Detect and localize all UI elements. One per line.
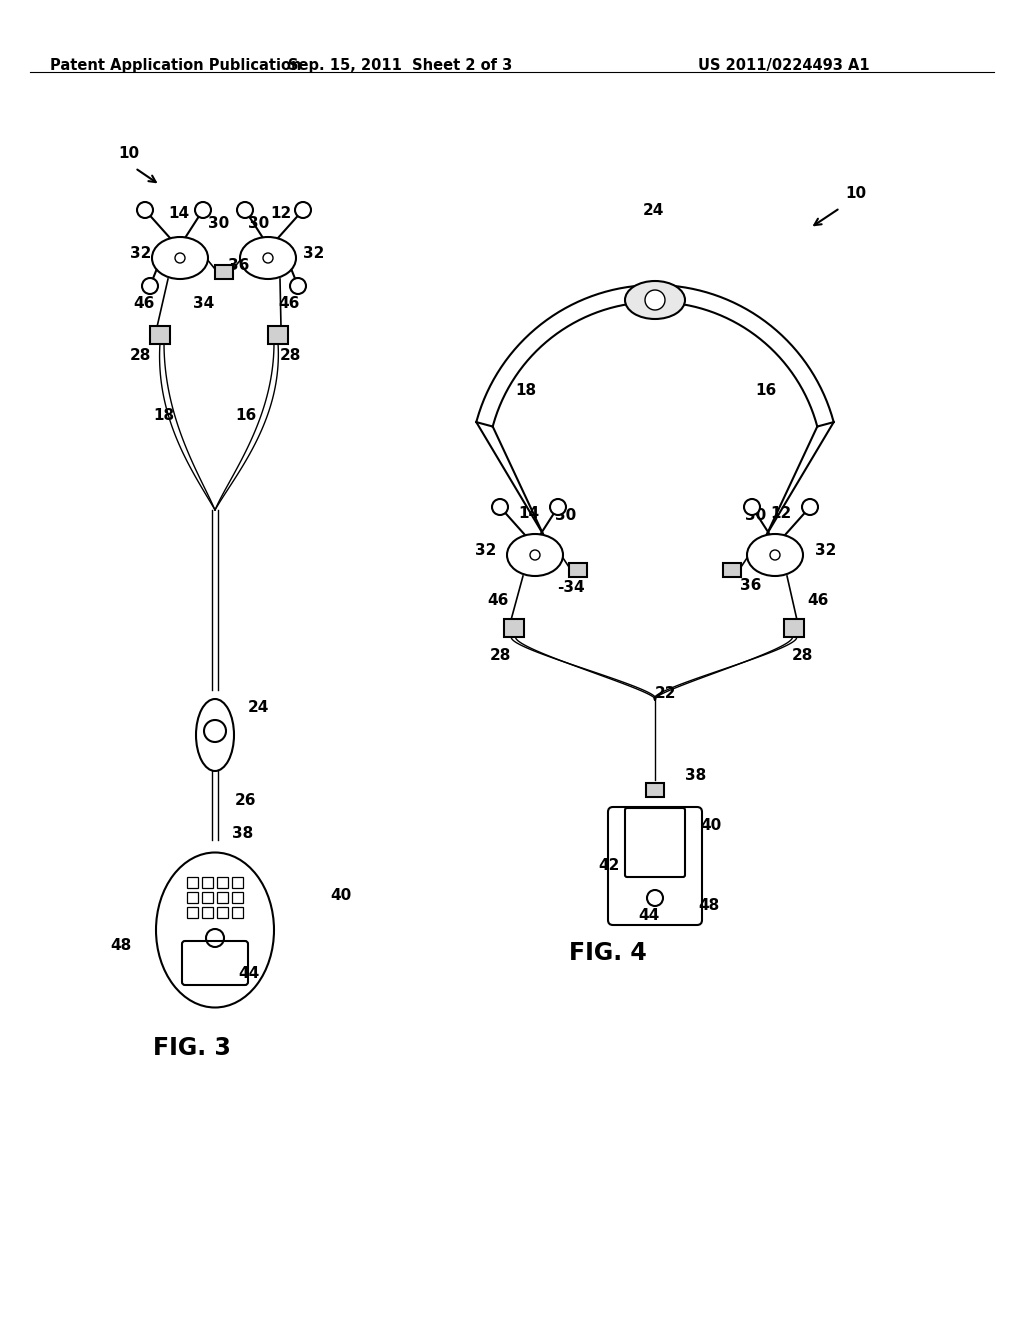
Text: 32: 32 xyxy=(303,246,325,261)
Ellipse shape xyxy=(625,281,685,319)
FancyBboxPatch shape xyxy=(784,619,804,638)
Text: 16: 16 xyxy=(755,383,776,399)
Ellipse shape xyxy=(507,535,563,576)
Text: 12: 12 xyxy=(770,506,792,521)
Circle shape xyxy=(802,499,818,515)
Text: 16: 16 xyxy=(234,408,256,422)
Text: 14: 14 xyxy=(518,506,539,521)
FancyBboxPatch shape xyxy=(150,326,170,345)
Circle shape xyxy=(295,202,311,218)
Text: 22: 22 xyxy=(655,686,677,701)
Text: 18: 18 xyxy=(153,408,174,422)
FancyBboxPatch shape xyxy=(608,807,702,925)
Circle shape xyxy=(195,202,211,218)
Text: 44: 44 xyxy=(238,966,259,981)
Text: 26: 26 xyxy=(234,793,256,808)
Text: 18: 18 xyxy=(515,383,537,399)
Text: -34: -34 xyxy=(557,579,585,595)
Text: 36: 36 xyxy=(740,578,762,593)
Text: 28: 28 xyxy=(490,648,511,663)
Text: 32: 32 xyxy=(130,246,152,261)
Text: 10: 10 xyxy=(118,147,139,161)
Text: US 2011/0224493 A1: US 2011/0224493 A1 xyxy=(698,58,870,73)
Ellipse shape xyxy=(196,700,234,771)
Text: 44: 44 xyxy=(638,908,659,923)
Text: 12: 12 xyxy=(270,206,291,220)
Text: Patent Application Publication: Patent Application Publication xyxy=(50,58,301,73)
Text: 28: 28 xyxy=(280,348,301,363)
Text: 32: 32 xyxy=(475,543,497,558)
Text: 28: 28 xyxy=(792,648,813,663)
Text: Sep. 15, 2011  Sheet 2 of 3: Sep. 15, 2011 Sheet 2 of 3 xyxy=(288,58,512,73)
FancyBboxPatch shape xyxy=(569,564,587,577)
Text: 48: 48 xyxy=(698,898,719,913)
Circle shape xyxy=(770,550,780,560)
Text: 48: 48 xyxy=(110,939,131,953)
Circle shape xyxy=(492,499,508,515)
Text: 38: 38 xyxy=(232,826,253,841)
Ellipse shape xyxy=(746,535,803,576)
Circle shape xyxy=(204,719,226,742)
Text: 46: 46 xyxy=(278,296,299,312)
Text: 24: 24 xyxy=(248,700,269,715)
Text: 24: 24 xyxy=(643,203,665,218)
Text: FIG. 3: FIG. 3 xyxy=(153,1036,231,1060)
FancyBboxPatch shape xyxy=(723,564,741,577)
Circle shape xyxy=(530,550,540,560)
Text: 30: 30 xyxy=(745,508,766,523)
Text: 14: 14 xyxy=(168,206,189,220)
Text: 32: 32 xyxy=(815,543,837,558)
Circle shape xyxy=(645,290,665,310)
FancyBboxPatch shape xyxy=(268,326,288,345)
Text: FIG. 4: FIG. 4 xyxy=(569,941,647,965)
Text: 40: 40 xyxy=(330,888,351,903)
Text: 30: 30 xyxy=(248,216,269,231)
Circle shape xyxy=(175,253,185,263)
Text: 46: 46 xyxy=(133,296,155,312)
Text: 42: 42 xyxy=(598,858,620,873)
Circle shape xyxy=(142,279,158,294)
Text: 46: 46 xyxy=(807,593,828,609)
Text: 38: 38 xyxy=(685,768,707,783)
Ellipse shape xyxy=(156,853,274,1007)
FancyBboxPatch shape xyxy=(215,265,233,279)
Circle shape xyxy=(290,279,306,294)
Text: 10: 10 xyxy=(845,186,866,201)
Text: 28: 28 xyxy=(130,348,152,363)
Text: 30: 30 xyxy=(208,216,229,231)
Ellipse shape xyxy=(240,238,296,279)
Text: 40: 40 xyxy=(700,818,721,833)
FancyBboxPatch shape xyxy=(504,619,524,638)
Circle shape xyxy=(263,253,273,263)
Text: 30: 30 xyxy=(555,508,577,523)
Circle shape xyxy=(137,202,153,218)
Circle shape xyxy=(237,202,253,218)
Text: 34: 34 xyxy=(193,296,214,312)
Text: 36: 36 xyxy=(228,257,250,273)
Circle shape xyxy=(550,499,566,515)
Text: 46: 46 xyxy=(487,593,508,609)
Circle shape xyxy=(744,499,760,515)
Ellipse shape xyxy=(152,238,208,279)
FancyBboxPatch shape xyxy=(646,783,664,797)
